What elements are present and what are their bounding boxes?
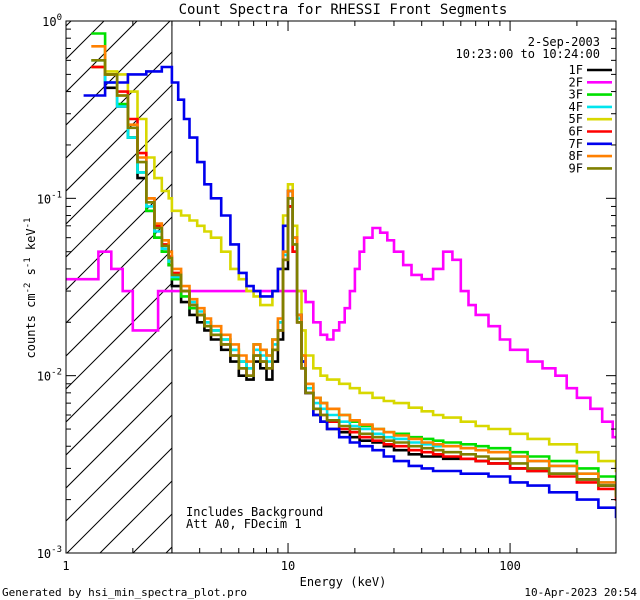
y-tick-label-1: 100	[42, 13, 62, 29]
y-tick-label-0.01: 10-2	[37, 368, 62, 384]
footer-timestamp: 10-Apr-2023 20:54	[524, 586, 637, 599]
legend-label-8F: 8F	[569, 149, 583, 163]
y-tick-label-0.1: 10-1	[37, 190, 62, 206]
legend-label-5F: 5F	[569, 112, 583, 126]
x-tick-label-100: 100	[499, 559, 521, 573]
footer-generated-by: Generated by hsi_min_spectra_plot.pro	[2, 586, 247, 599]
x-axis-label: Energy (keV)	[300, 575, 387, 589]
hatch-line	[66, 21, 237, 192]
legend-label-2F: 2F	[569, 75, 583, 89]
annotation-attenuator: Att A0, FDecim 1	[186, 517, 302, 531]
legend-label-9F: 9F	[569, 161, 583, 175]
plot-frame	[65, 20, 617, 554]
time-range-label: 10:23:00 to 10:24:00	[456, 47, 601, 61]
y-tick-label-0.001: 10-3	[37, 545, 62, 561]
legend-label-4F: 4F	[569, 100, 583, 114]
legend-label-6F: 6F	[569, 125, 583, 139]
legend-label-3F: 3F	[569, 88, 583, 102]
date-label: 2-Sep-2003	[528, 35, 600, 49]
hatch-line	[66, 21, 171, 126]
legend-label-7F: 7F	[569, 137, 583, 151]
series-layer	[66, 32, 616, 519]
annotation-background: Includes Background	[186, 505, 323, 519]
legend-label-1F: 1F	[569, 63, 583, 77]
x-tick-label-1: 1	[62, 559, 69, 573]
x-tick-label-10: 10	[281, 559, 295, 573]
y-axis-label: counts cm-2 s-1 keV-1	[23, 218, 38, 359]
chart-title: Count Spectra for RHESSI Front Segments	[179, 2, 508, 18]
series-2F	[66, 226, 616, 439]
series-9F	[91, 59, 616, 498]
axis-ticks	[65, 20, 617, 554]
